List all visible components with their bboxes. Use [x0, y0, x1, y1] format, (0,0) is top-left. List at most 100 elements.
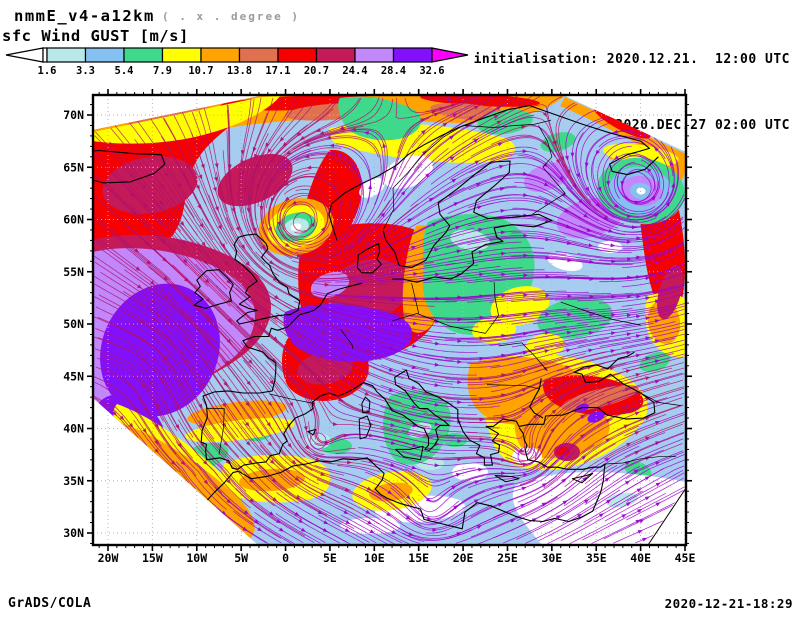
streamline-arrowhead — [317, 510, 323, 515]
streamline — [293, 128, 388, 185]
streamline — [94, 235, 174, 297]
streamline-arrowhead — [154, 448, 159, 454]
colorbar: 1.6 3.3 5.4 7.9 10.7 13.8 17.1 20.7 24.4 28.4 32.6 — [5, 47, 469, 77]
streamline — [161, 396, 251, 509]
streamline — [449, 150, 573, 190]
streamline-arrowhead — [200, 382, 205, 388]
streamline-arrowhead — [566, 348, 572, 353]
streamline-arrowhead — [598, 513, 605, 518]
streamline — [533, 285, 677, 301]
streamline — [318, 514, 370, 543]
streamline-arrowhead — [388, 367, 394, 372]
streamline — [400, 290, 545, 299]
streamline-arrowhead — [583, 213, 589, 218]
streamline — [175, 441, 282, 539]
streamline — [97, 316, 200, 413]
streamline — [260, 147, 342, 240]
streamline-arrowhead — [163, 355, 168, 361]
streamline — [264, 98, 360, 177]
streamline-arrowhead — [142, 203, 148, 209]
streamline-arrowhead — [653, 147, 659, 152]
streamline-arrowhead — [493, 114, 499, 119]
streamline — [396, 103, 507, 196]
streamline-arrowhead — [364, 370, 371, 375]
streamline-arrowhead — [298, 518, 304, 524]
streamline-arrowhead — [468, 116, 474, 121]
streamline-arrowhead — [223, 441, 229, 447]
colorbar-labels: 1.6 3.3 5.4 7.9 10.7 13.8 17.1 20.7 24.4 28.4 32.6 — [38, 65, 445, 77]
streamline-arrowhead — [154, 423, 159, 429]
streamline — [581, 379, 684, 420]
lat-tick-labels: 70N 65N 60N 55N 50N 45N 40N 35N 30N — [63, 108, 84, 540]
streamline-arrowhead — [543, 182, 549, 187]
streamline — [286, 422, 408, 485]
streamline — [339, 356, 477, 396]
streamline-arrowhead — [651, 195, 656, 201]
lon-label: 15E — [408, 551, 429, 565]
streamline — [533, 250, 676, 263]
streamline-arrowhead — [170, 460, 176, 466]
streamline — [613, 520, 664, 544]
streamline-arrowhead — [242, 526, 248, 532]
streamline — [489, 292, 633, 303]
streamline-arrowhead — [284, 242, 291, 248]
streamline — [599, 218, 684, 241]
streamline-arrowhead — [653, 213, 659, 218]
streamline-arrowhead — [240, 160, 245, 166]
streamline — [321, 370, 454, 422]
streamline — [94, 396, 139, 438]
streamline — [202, 377, 295, 489]
streamline — [598, 135, 670, 216]
streamline — [622, 250, 684, 268]
streamline-arrowhead — [456, 249, 462, 254]
streamline-arrowhead — [363, 131, 370, 136]
streamline-arrowhead — [501, 293, 507, 298]
streamline — [587, 159, 680, 221]
streamline-arrowhead — [572, 183, 577, 189]
streamline — [137, 396, 227, 510]
streamline-arrowhead — [552, 140, 556, 146]
streamline — [255, 489, 340, 544]
streamline — [424, 96, 475, 112]
streamline-arrowhead — [563, 381, 569, 386]
streamline-arrowhead — [284, 196, 290, 202]
streamline — [223, 378, 319, 485]
streamline-arrowhead — [421, 150, 427, 155]
streamline-arrowhead — [364, 391, 370, 396]
streamline-arrowhead — [318, 354, 324, 359]
model-title: nmmE_v4-a12km — [14, 7, 155, 25]
streamline-arrowhead — [625, 502, 632, 507]
streamline-arrowhead — [268, 260, 274, 265]
streamline-arrowhead — [645, 356, 651, 361]
streamline — [148, 266, 252, 368]
streamline — [225, 217, 335, 302]
streamline-arrowhead — [498, 164, 505, 169]
streamline — [445, 274, 589, 284]
streamline-arrowhead — [337, 397, 343, 403]
colorbar-level-label: 20.7 — [304, 65, 329, 77]
streamline-arrowhead — [225, 360, 230, 366]
streamline-arrowhead — [294, 511, 300, 517]
streamline-arrowhead — [654, 279, 660, 284]
streamline-arrowhead — [474, 480, 480, 485]
streamline — [379, 327, 523, 342]
lat-label: 45N — [63, 369, 84, 383]
streamline-arrowhead — [555, 158, 561, 164]
streamline-arrowhead — [425, 497, 432, 502]
streamline — [626, 490, 684, 521]
streamline-arrowhead — [292, 379, 297, 385]
streamline-arrowhead — [201, 241, 206, 247]
streamline-arrowhead — [519, 448, 525, 453]
streamline-arrowhead — [390, 271, 397, 276]
streamline — [95, 131, 182, 232]
streamline-arrowhead — [645, 256, 651, 261]
streamline — [258, 97, 318, 175]
lon-label: 45E — [675, 551, 696, 565]
streamline-arrowhead — [625, 387, 631, 392]
streamline — [543, 367, 673, 429]
streamline-arrowhead — [523, 192, 529, 197]
streamline-arrowhead — [155, 402, 160, 408]
streamline — [295, 316, 430, 370]
